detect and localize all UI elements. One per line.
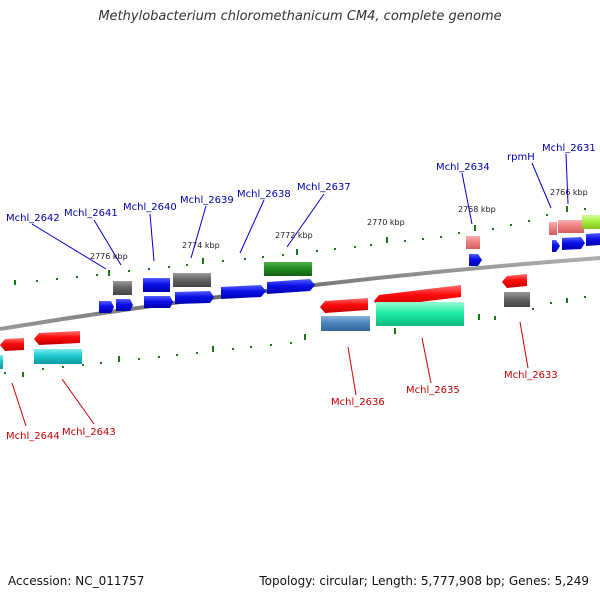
gene-label[interactable]: Mchl_2631 <box>542 143 596 154</box>
gene-label[interactable]: Mchl_2643 <box>62 427 116 438</box>
gene-arrow[interactable] <box>34 331 80 345</box>
gene-label[interactable]: Mchl_2633 <box>504 370 558 381</box>
gene-block[interactable] <box>264 262 312 276</box>
gene-block[interactable] <box>558 220 584 233</box>
gene-arrow[interactable] <box>320 298 368 313</box>
gene-label[interactable]: Mchl_2636 <box>331 397 385 408</box>
upper-scale-track <box>14 206 586 285</box>
gene-arrow[interactable] <box>0 338 24 351</box>
bottom-leader-lines <box>11 321 529 427</box>
gene-label[interactable]: Mchl_2644 <box>6 431 60 442</box>
kbp-label: 2768 kbp <box>458 205 496 214</box>
forward-strand-genes <box>99 215 600 313</box>
gene-block[interactable] <box>321 316 370 331</box>
accession-text: Accession: NC_011757 <box>8 574 145 588</box>
gene-label[interactable]: Mchl_2641 <box>64 208 118 219</box>
gene-label[interactable]: Mchl_2635 <box>406 385 460 396</box>
gene-arrow[interactable] <box>144 296 173 308</box>
gene-label[interactable]: Mchl_2639 <box>180 195 234 206</box>
kbp-label: 2772 kbp <box>275 231 313 240</box>
gene-label[interactable]: Mchl_2637 <box>297 182 351 193</box>
gene-arrow[interactable] <box>99 301 114 313</box>
gene-arrow[interactable] <box>562 237 585 250</box>
gene-block[interactable] <box>143 278 170 292</box>
gene-label[interactable]: Mchl_2634 <box>436 162 490 173</box>
kbp-label: 2770 kbp <box>367 218 405 227</box>
top-leader-lines <box>31 153 569 270</box>
gene-block[interactable] <box>504 292 530 307</box>
gene-arrow[interactable] <box>586 233 600 246</box>
map-title: Methylobacterium chloromethanicum CM4, c… <box>98 9 502 24</box>
gene-arrow[interactable] <box>116 299 133 311</box>
kbp-label: 2774 kbp <box>182 241 220 250</box>
top-gene-labels: Mchl_2642 Mchl_2641 Mchl_2640 Mchl_2639 … <box>6 143 596 224</box>
gene-block[interactable] <box>34 349 82 364</box>
gene-block[interactable] <box>582 215 600 229</box>
gene-block[interactable] <box>173 273 211 287</box>
gene-block[interactable] <box>466 236 480 249</box>
genome-info-text: Topology: circular; Length: 5,777,908 bp… <box>259 574 589 588</box>
gene-arrow[interactable] <box>374 285 461 307</box>
gene-arrow[interactable] <box>267 279 315 294</box>
gene-block[interactable] <box>376 302 464 326</box>
gene-arrow[interactable] <box>502 274 527 288</box>
lower-scale-track <box>4 296 586 377</box>
gene-arrow[interactable] <box>175 291 214 304</box>
kbp-label: 2766 kbp <box>550 188 588 197</box>
gene-arrow[interactable] <box>552 240 560 252</box>
bottom-gene-labels: Mchl_2644 Mchl_2643 Mchl_2636 Mchl_2635 … <box>6 370 558 442</box>
gene-label[interactable]: rpmH <box>507 152 535 163</box>
gene-label[interactable]: Mchl_2642 <box>6 213 60 224</box>
gene-block[interactable] <box>113 281 132 295</box>
kbp-labels: 2776 kbp 2774 kbp 2772 kbp 2770 kbp 2768… <box>90 188 588 261</box>
gene-label[interactable]: Mchl_2640 <box>123 202 177 213</box>
gene-arrow[interactable] <box>221 285 266 299</box>
gene-arrow[interactable] <box>469 254 482 266</box>
reverse-strand-genes <box>0 274 530 369</box>
gene-label[interactable]: Mchl_2638 <box>237 189 291 200</box>
gene-block[interactable] <box>549 222 557 235</box>
gene-block[interactable] <box>0 355 3 369</box>
kbp-label: 2776 kbp <box>90 252 128 261</box>
